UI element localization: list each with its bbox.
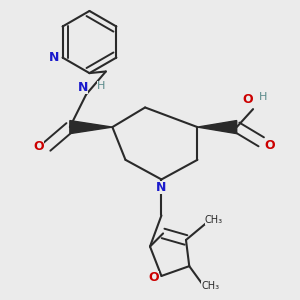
- Text: N: N: [156, 181, 167, 194]
- Text: H: H: [259, 92, 267, 102]
- Text: N: N: [49, 51, 60, 64]
- Text: O: O: [243, 93, 254, 106]
- Polygon shape: [197, 121, 237, 134]
- Text: H: H: [97, 81, 105, 91]
- Polygon shape: [70, 121, 112, 134]
- Text: O: O: [148, 271, 159, 284]
- Text: O: O: [264, 139, 275, 152]
- Text: CH₃: CH₃: [205, 215, 223, 225]
- Text: O: O: [34, 140, 44, 153]
- Text: CH₃: CH₃: [202, 281, 220, 291]
- Text: N: N: [78, 81, 88, 94]
